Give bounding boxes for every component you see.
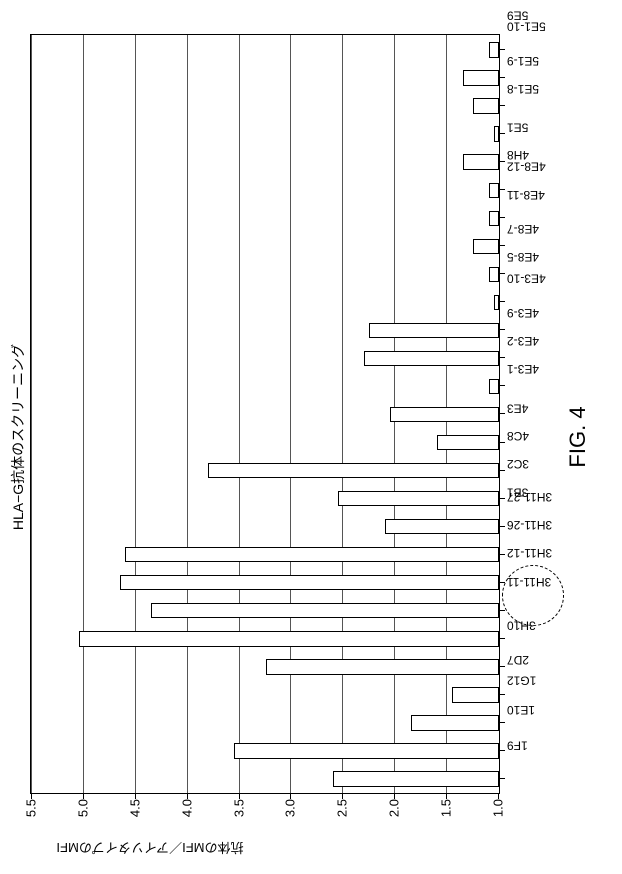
xtick-label: 1F9 xyxy=(507,738,528,752)
xtick-label: 4E3 xyxy=(507,401,528,415)
xtick-label: 3H10 xyxy=(507,618,536,632)
bar xyxy=(333,771,499,786)
xtick-label: 4E3-1 xyxy=(507,362,539,376)
xtick-label: 5E1-9 xyxy=(507,54,539,68)
bar xyxy=(463,70,499,85)
ytick-label: 2.5 xyxy=(335,799,350,817)
bar xyxy=(437,435,499,450)
xtick-mark xyxy=(499,610,505,611)
xtick-mark xyxy=(499,470,505,471)
xtick-mark xyxy=(499,750,505,751)
bar xyxy=(489,379,499,394)
gridline xyxy=(83,35,84,793)
ytick-label: 5.0 xyxy=(75,799,90,817)
gridline xyxy=(290,35,291,793)
bar xyxy=(208,463,499,478)
figure-caption: FIG. 4 xyxy=(565,0,591,874)
ytick-label: 3.0 xyxy=(283,799,298,817)
xtick-label: 5E1-8 xyxy=(507,82,539,96)
xtick-mark xyxy=(499,414,505,415)
xtick-mark xyxy=(499,722,505,723)
xtick-label: 4E8-5 xyxy=(507,250,539,264)
xtick-mark xyxy=(499,385,505,386)
plot-area: 1.01.52.02.53.03.54.04.55.05.51F91E101G1… xyxy=(30,34,500,794)
bar xyxy=(151,603,499,618)
bar xyxy=(494,126,499,141)
bar xyxy=(411,715,499,730)
xtick-mark xyxy=(499,554,505,555)
gridline xyxy=(31,35,32,793)
xtick-label: 3H11-26 xyxy=(507,518,552,532)
xtick-mark xyxy=(499,666,505,667)
bar xyxy=(234,743,499,758)
bar xyxy=(494,295,499,310)
xtick-label: 4H8 xyxy=(507,148,529,162)
ytick-label: 3.5 xyxy=(231,799,246,817)
xtick-label: 1G12 xyxy=(507,674,536,688)
bar xyxy=(489,211,499,226)
xtick-label: 4E3-9 xyxy=(507,306,539,320)
xtick-mark xyxy=(499,273,505,274)
bar xyxy=(489,267,499,282)
ytick-label: 5.5 xyxy=(24,799,39,817)
xtick-mark xyxy=(499,301,505,302)
xtick-mark xyxy=(499,189,505,190)
xtick-mark xyxy=(499,778,505,779)
bar xyxy=(489,183,499,198)
bar xyxy=(489,42,499,57)
xtick-label: 5E9 xyxy=(507,9,528,23)
bar xyxy=(452,687,499,702)
chart-title: HLA−G抗体のスクリーニング xyxy=(8,0,28,874)
xtick-mark xyxy=(499,161,505,162)
xtick-mark xyxy=(499,133,505,134)
xtick-mark xyxy=(499,329,505,330)
xtick-mark xyxy=(499,442,505,443)
xtick-mark xyxy=(499,77,505,78)
ytick-label: 4.5 xyxy=(127,799,142,817)
xtick-label: 4E8-7 xyxy=(507,222,539,236)
bar xyxy=(369,323,499,338)
xtick-label: 4E3-10 xyxy=(507,272,546,286)
bar xyxy=(266,659,500,674)
bar xyxy=(125,547,499,562)
bar xyxy=(390,407,499,422)
xtick-label: 4E3-2 xyxy=(507,334,539,348)
ytick-label: 1.5 xyxy=(439,799,454,817)
bar xyxy=(338,491,499,506)
xtick-mark xyxy=(499,582,505,583)
xtick-label: 5E1 xyxy=(507,121,528,135)
y-axis-label: 抗体のMFI／アイソタイプのMFI xyxy=(0,839,420,858)
xtick-label: 3H11-11 xyxy=(507,575,551,589)
gridline xyxy=(342,35,343,793)
bar xyxy=(463,154,499,169)
ytick-label: 1.0 xyxy=(491,799,506,817)
xtick-mark xyxy=(499,498,505,499)
xtick-mark xyxy=(499,105,505,106)
gridline xyxy=(239,35,240,793)
bar xyxy=(473,98,499,113)
xtick-label: 4E8-11 xyxy=(507,188,545,202)
xtick-mark xyxy=(499,694,505,695)
xtick-label: 3H11-12 xyxy=(507,546,552,560)
bar xyxy=(385,519,499,534)
xtick-label: 4C8 xyxy=(507,429,529,443)
ytick-label: 4.0 xyxy=(179,799,194,817)
xtick-label: 3B1 xyxy=(507,485,528,499)
xtick-label: 3C2 xyxy=(507,457,529,471)
bar xyxy=(473,239,499,254)
xtick-mark xyxy=(499,638,505,639)
xtick-mark xyxy=(499,526,505,527)
bar xyxy=(79,631,499,646)
bar xyxy=(364,351,499,366)
xtick-mark xyxy=(499,49,505,50)
xtick-label: 1E10 xyxy=(507,703,535,717)
xtick-mark xyxy=(499,217,505,218)
xtick-mark xyxy=(499,357,505,358)
ytick-label: 2.0 xyxy=(387,799,402,817)
xtick-label: 2D7 xyxy=(507,653,529,667)
gridline xyxy=(187,35,188,793)
gridline xyxy=(135,35,136,793)
bar xyxy=(120,575,499,590)
xtick-mark xyxy=(499,245,505,246)
